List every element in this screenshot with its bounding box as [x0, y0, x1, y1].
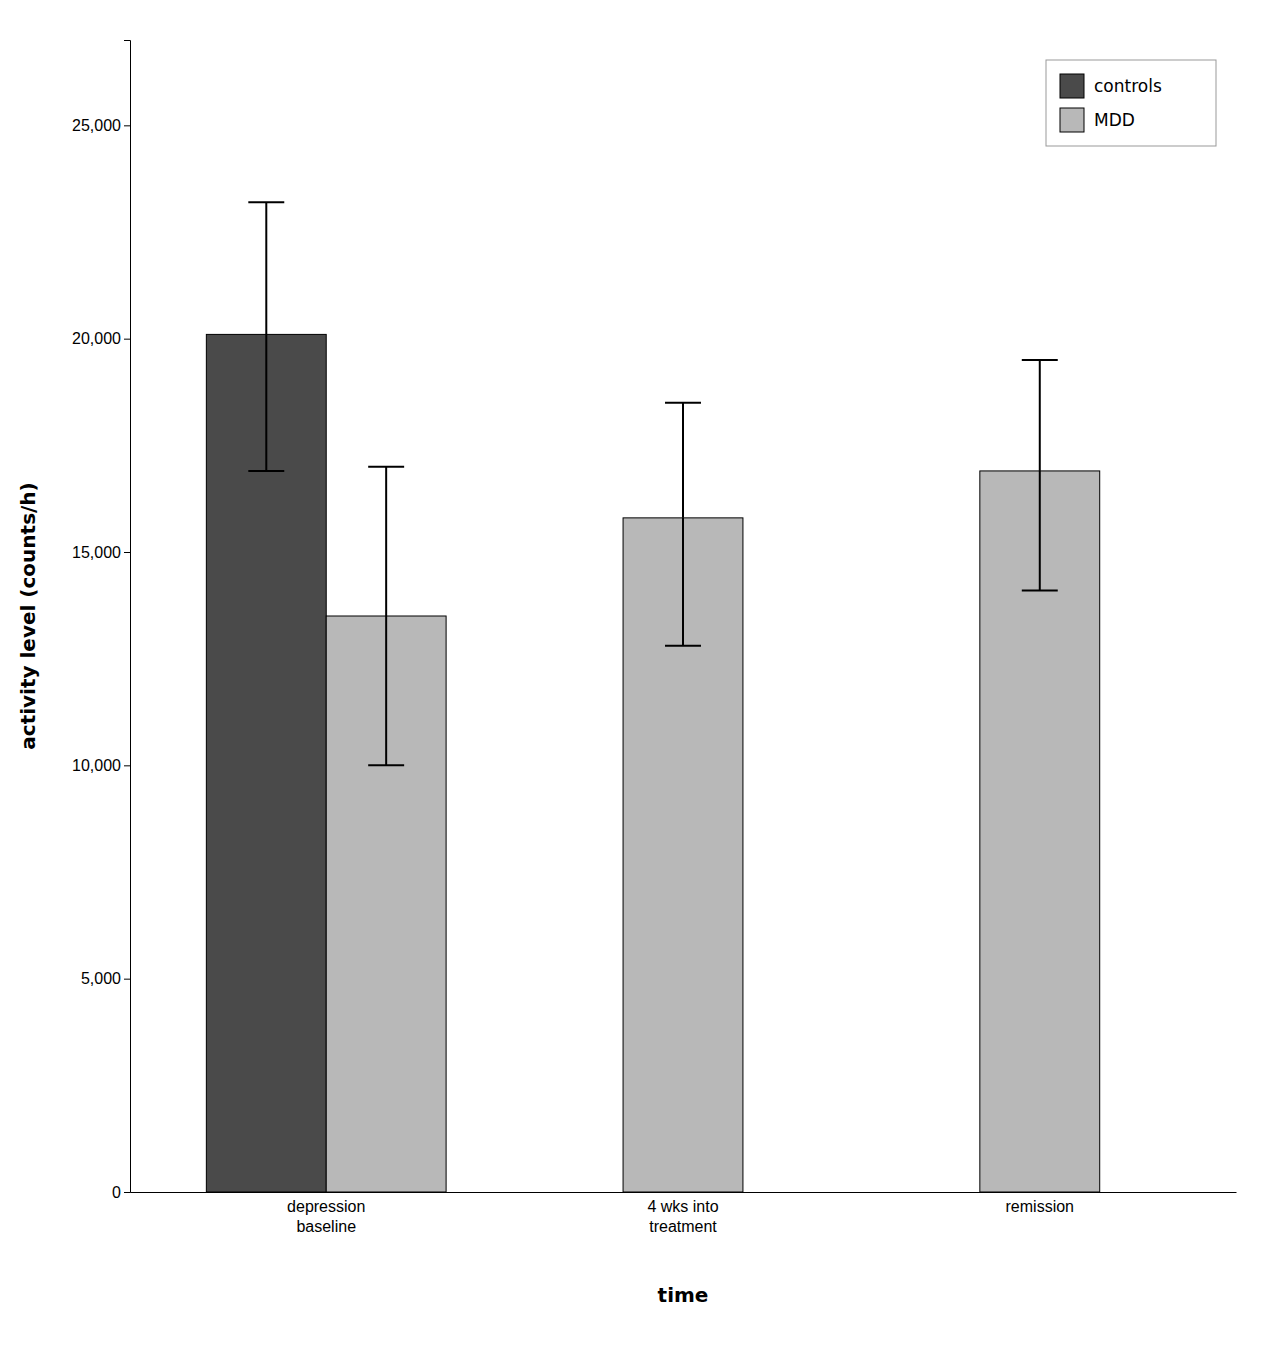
error-cap-upper [248, 201, 284, 203]
x-axis: depression baseline 4 wks into treatment rem… [131, 1193, 1237, 1235]
y-tick-label: 10,000 [72, 757, 121, 774]
chart: 0 5,000 10,000 15,000 20,000 25,000 depression… [0, 0, 1276, 1352]
error-bar-lower [1039, 471, 1041, 590]
legend: controls MDD [1046, 60, 1216, 146]
bar [623, 518, 743, 1192]
y-tick-label: 20,000 [72, 330, 121, 347]
error-cap-upper [368, 466, 404, 468]
y-tick-mark [124, 125, 130, 126]
error-bar [248, 202, 284, 471]
legend-swatch [1060, 108, 1084, 132]
x-tick: 4 wks into treatment [647, 1198, 718, 1234]
x-tick-label-line: baseline [296, 1218, 356, 1235]
error-bar [368, 467, 404, 766]
error-bar-lower [265, 334, 267, 471]
legend-label: MDD [1094, 110, 1135, 130]
x-axis-title: time [658, 1283, 709, 1307]
y-tick-label: 0 [112, 1184, 121, 1201]
error-cap-lower [248, 470, 284, 472]
y-tick: 0 [112, 1184, 130, 1201]
x-tick-label: depression baseline [287, 1198, 365, 1234]
error-bar-lower [682, 518, 684, 646]
y-axis-title: activity level (counts/h) [16, 482, 40, 749]
legend-box [1046, 60, 1216, 146]
x-tick-label: remission [1006, 1198, 1074, 1215]
y-tick-label: 25,000 [72, 117, 121, 134]
legend-item: MDD [1060, 108, 1135, 132]
x-tick: remission [1006, 1198, 1074, 1215]
y-tick-mark [124, 552, 130, 553]
marks [206, 202, 1099, 1192]
y-tick-label: 5,000 [81, 970, 121, 987]
error-cap-upper [665, 402, 701, 404]
y-tick: 25,000 [72, 117, 130, 134]
bar [980, 471, 1100, 1192]
bar [206, 334, 326, 1192]
y-tick: 20,000 [72, 330, 130, 347]
error-bar [665, 403, 701, 646]
y-tick-label: 15,000 [72, 544, 121, 561]
error-cap-lower [665, 645, 701, 647]
y-axis: 0 5,000 10,000 15,000 20,000 25,000 [72, 41, 130, 1201]
error-bar-upper [1039, 360, 1041, 471]
error-bar-upper [682, 403, 684, 518]
y-tick: 10,000 [72, 757, 130, 774]
x-tick-label: 4 wks into treatment [647, 1198, 718, 1234]
error-bar [1022, 360, 1058, 590]
y-tick-mark [124, 1192, 130, 1193]
bar [326, 616, 446, 1192]
x-tick-label-line: remission [1006, 1198, 1074, 1215]
x-tick-label-line: treatment [649, 1218, 717, 1235]
y-tick-mark [124, 765, 130, 766]
legend-item: controls [1060, 74, 1162, 98]
y-axis-line [124, 41, 131, 1193]
y-tick-mark [124, 979, 130, 980]
x-tick-label-line: 4 wks into [647, 1198, 718, 1215]
y-tick: 15,000 [72, 544, 130, 561]
plot: 0 5,000 10,000 15,000 20,000 25,000 depression… [72, 41, 1236, 1235]
error-cap-lower [1022, 589, 1058, 591]
x-tick: depression baseline [287, 1198, 365, 1234]
x-tick-label-line: depression [287, 1198, 365, 1215]
x-axis-line [131, 1192, 1237, 1193]
legend-swatch [1060, 74, 1084, 98]
error-cap-upper [1022, 359, 1058, 361]
y-tick: 5,000 [81, 970, 130, 987]
error-cap-lower [368, 764, 404, 766]
legend-label: controls [1094, 76, 1162, 96]
y-tick-mark [124, 339, 130, 340]
error-bar-lower [385, 616, 387, 765]
error-bar-upper [265, 202, 267, 334]
error-bar-upper [385, 467, 387, 616]
